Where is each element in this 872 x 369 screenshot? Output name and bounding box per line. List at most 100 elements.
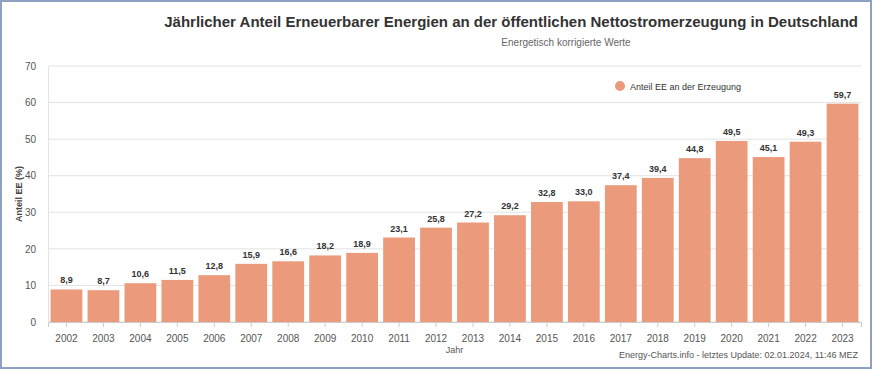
tick: 2003 xyxy=(92,322,115,344)
tick-label: 2010 xyxy=(351,333,374,344)
bar xyxy=(51,289,83,322)
bar xyxy=(272,261,304,322)
bars xyxy=(51,104,859,322)
data-label: 37,4 xyxy=(612,171,630,181)
plot: 8,98,710,611,512,815,916,618,218,923,125… xyxy=(25,61,862,344)
tick: 2021 xyxy=(757,322,780,344)
tick-label: 2007 xyxy=(240,333,263,344)
tick-label: 2022 xyxy=(794,333,817,344)
data-label: 12,8 xyxy=(206,261,224,271)
bar xyxy=(124,283,156,322)
tick-label: 2016 xyxy=(573,333,596,344)
tick: 0 xyxy=(30,317,48,328)
tick: 2007 xyxy=(240,322,263,344)
data-label: 10,6 xyxy=(132,269,150,279)
data-label: 49,3 xyxy=(797,128,815,138)
tick: 30 xyxy=(25,207,48,218)
axis-line xyxy=(48,67,49,323)
bar xyxy=(198,275,230,322)
tick-mark xyxy=(620,322,621,327)
tick-mark xyxy=(140,322,141,327)
data-label: 59,7 xyxy=(834,90,852,100)
data-label: 32,8 xyxy=(538,188,556,198)
tick: 2022 xyxy=(794,322,817,344)
tick-mark xyxy=(103,322,104,327)
data-label: 45,1 xyxy=(760,143,778,153)
data-label: 44,8 xyxy=(686,144,704,154)
tick: 40 xyxy=(25,170,48,181)
tick-mark xyxy=(288,322,289,327)
tick-label: 2011 xyxy=(388,333,410,344)
legend-marker xyxy=(615,81,625,91)
tick-label: 10 xyxy=(25,280,37,291)
data-label: 11,5 xyxy=(169,266,186,276)
axis-line xyxy=(49,323,862,328)
tick-label: 20 xyxy=(25,244,37,255)
tick-label: 2004 xyxy=(129,333,152,344)
tick-label: 2017 xyxy=(610,333,633,344)
tick-label: 2023 xyxy=(831,333,854,344)
tick-mark xyxy=(509,322,510,327)
tick-label: 2020 xyxy=(721,333,744,344)
data-label: 29,2 xyxy=(501,201,519,211)
tick: 60 xyxy=(25,97,48,108)
bar xyxy=(531,202,563,322)
tick-mark xyxy=(214,322,215,327)
data-label: 25,8 xyxy=(427,214,445,224)
chart: 8,98,710,611,512,815,916,618,218,923,125… xyxy=(0,0,872,369)
bar xyxy=(88,290,120,322)
bar xyxy=(161,280,193,322)
tick-mark xyxy=(768,322,769,327)
tick-mark xyxy=(842,322,843,327)
data-label: 8,9 xyxy=(60,275,73,285)
tick: 2002 xyxy=(55,322,78,344)
tick: 2019 xyxy=(684,322,707,344)
data-label: 27,2 xyxy=(464,209,482,219)
tick-label: 2021 xyxy=(757,333,780,344)
tick-mark xyxy=(805,322,806,327)
x-axis-title: Jahr xyxy=(446,345,464,355)
grid-line xyxy=(48,66,861,67)
tick-label: 60 xyxy=(25,97,37,108)
bar xyxy=(605,185,637,322)
tick: 2009 xyxy=(314,322,337,344)
x-axis: 2002 2003 2004 2005 2006 2007 2008 2009 2010 2011… xyxy=(49,322,862,344)
tick-label: 2019 xyxy=(684,333,707,344)
tick: 2018 xyxy=(647,322,670,344)
tick: 2015 xyxy=(536,322,559,344)
bar xyxy=(716,141,748,322)
tick: 2017 xyxy=(610,322,633,344)
tick-mark xyxy=(325,322,326,327)
tick: 2005 xyxy=(166,322,189,344)
tick-mark xyxy=(657,322,658,327)
y-axis-title: Anteil EE (%) xyxy=(14,166,24,222)
bar xyxy=(827,104,859,322)
data-labels: 8,98,710,611,512,815,916,618,218,923,125… xyxy=(60,90,851,287)
tick-label: 2002 xyxy=(55,333,78,344)
grid xyxy=(48,66,861,322)
tick-label: 70 xyxy=(25,61,37,72)
bar xyxy=(679,158,711,322)
bar xyxy=(346,253,378,322)
tick: 2006 xyxy=(203,322,226,344)
tick: 2023 xyxy=(831,322,854,344)
tick-label: 2013 xyxy=(462,333,485,344)
bar xyxy=(235,264,267,322)
tick-mark xyxy=(436,322,437,327)
subtitle: Energetisch korrigierte Werte xyxy=(501,37,631,48)
data-label: 23,1 xyxy=(390,224,408,234)
tick: 2014 xyxy=(499,322,522,344)
data-label: 16,6 xyxy=(279,247,297,257)
tick-mark xyxy=(177,322,178,327)
tick-mark xyxy=(546,322,547,327)
bar xyxy=(568,201,600,322)
tick-label: 2015 xyxy=(536,333,559,344)
title: Jährlicher Anteil Erneuerbarer Energien … xyxy=(164,13,858,30)
tick: 2008 xyxy=(277,322,300,344)
data-label: 18,9 xyxy=(353,239,371,249)
tick-mark xyxy=(694,322,695,327)
bar xyxy=(309,255,341,322)
tick-label: 2005 xyxy=(166,333,189,344)
y-axis: 010203040506070 xyxy=(25,61,49,328)
tick-label: 40 xyxy=(25,170,37,181)
